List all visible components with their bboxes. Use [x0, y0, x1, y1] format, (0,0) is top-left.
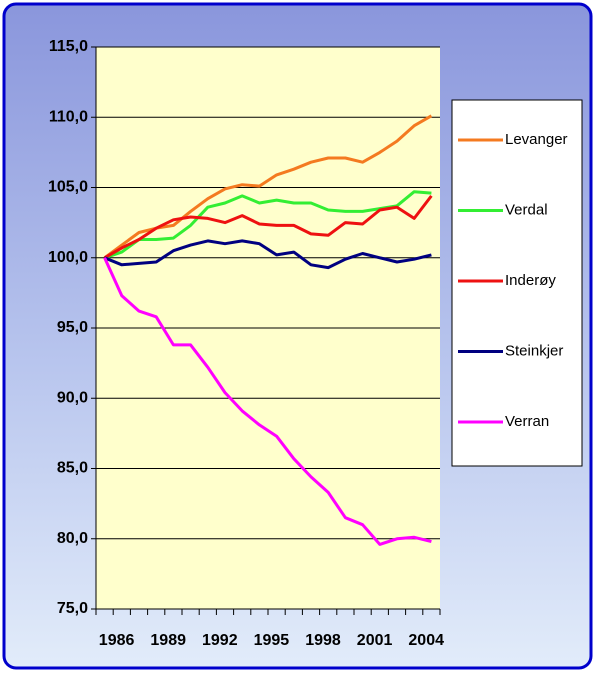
y-tick-label: 110,0: [49, 108, 88, 125]
legend-label: Verdal: [505, 201, 548, 218]
x-tick-label: 1998: [305, 632, 341, 649]
line-series: [103, 194, 433, 260]
line-series: [104, 190, 432, 260]
legend-box: [451, 99, 583, 467]
legend-label: Steinkjer: [505, 342, 563, 359]
y-tick-label: 115,0: [49, 38, 88, 55]
x-tick-label: 1986: [99, 632, 135, 649]
y-tick-label: 105,0: [48, 179, 88, 196]
x-tick-label: 1995: [254, 632, 290, 649]
x-tick-label: 2001: [357, 632, 393, 649]
y-tick-label: 90,0: [57, 389, 88, 406]
y-tick-label: 95,0: [57, 319, 88, 336]
y-tick-label: 80,0: [57, 530, 88, 547]
legend-label: Inderøy: [505, 272, 556, 289]
x-tick-label: 1992: [202, 632, 238, 649]
x-tick-label: 1989: [150, 632, 186, 649]
y-tick-label: 75,0: [57, 600, 88, 617]
legend-label: Levanger: [505, 131, 568, 148]
line-series: [104, 239, 432, 270]
x-tick-label: 2004: [408, 632, 444, 649]
line-series: [103, 257, 432, 546]
legend-label: Verran: [505, 413, 549, 430]
y-tick-label: 85,0: [57, 460, 88, 477]
y-tick-label: 100,0: [48, 249, 88, 266]
